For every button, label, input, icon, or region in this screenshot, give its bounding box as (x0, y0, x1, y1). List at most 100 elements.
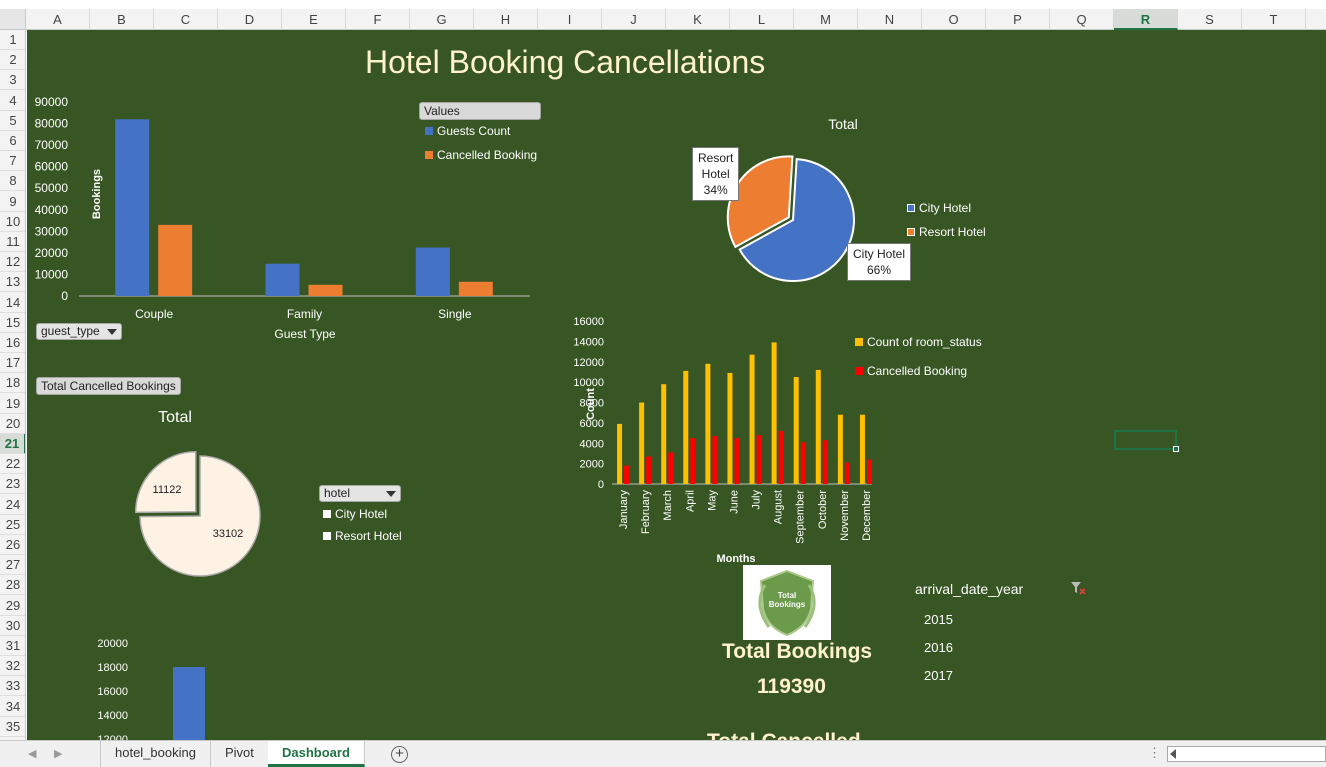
row-header-9[interactable]: 9 (0, 192, 25, 212)
bar-november-cancelled (844, 462, 850, 484)
column-header-e[interactable]: E (282, 9, 346, 30)
row-header-12[interactable]: 12 (0, 252, 25, 273)
column-header-h[interactable]: H (474, 9, 538, 30)
row-header-11[interactable]: 11 (0, 232, 25, 252)
column-header-t[interactable]: T (1242, 9, 1306, 30)
row-header-35[interactable]: 35 (0, 717, 25, 737)
row-header-25[interactable]: 25 (0, 515, 25, 535)
row-header-21[interactable]: 21 (0, 434, 25, 454)
column-header-n[interactable]: N (858, 9, 922, 30)
prev-sheet-arrow-icon[interactable]: ◀ (28, 748, 37, 760)
year-slicer-item-2015[interactable]: 2015 (924, 612, 953, 627)
row-header-15[interactable]: 15 (0, 313, 25, 333)
column-header-d[interactable]: D (218, 9, 282, 30)
cancelled-bookings-pie-chart[interactable]: Total 33102 11122 (97, 400, 337, 580)
column-header-j[interactable]: J (602, 9, 666, 30)
values-field-button[interactable]: Values (419, 102, 541, 120)
total-cancelled-bookings-button[interactable]: Total Cancelled Bookings (36, 377, 181, 395)
bar-february-count (639, 402, 645, 484)
x-tick-label: October (817, 490, 829, 529)
fill-handle[interactable] (1173, 446, 1179, 452)
row-header-26[interactable]: 26 (0, 535, 25, 555)
row-header-6[interactable]: 6 (0, 131, 25, 151)
x-tick-label: Single (438, 307, 472, 321)
horizontal-scrollbar[interactable] (1167, 746, 1326, 762)
row-header-18[interactable]: 18 (0, 373, 25, 394)
row-header-13[interactable]: 13 (0, 272, 25, 293)
select-all-corner[interactable] (0, 9, 26, 30)
row-header-24[interactable]: 24 (0, 495, 25, 515)
y-tick-label: 20000 (35, 246, 69, 260)
column-header-f[interactable]: F (346, 9, 410, 30)
row-header-28[interactable]: 28 (0, 575, 25, 596)
clear-filter-icon[interactable] (1069, 580, 1087, 596)
column-header-i[interactable]: I (538, 9, 602, 30)
row-header-16[interactable]: 16 (0, 333, 25, 353)
x-axis-title: Months (716, 553, 755, 565)
y-tick-label: 10000 (35, 267, 69, 281)
column-header-c[interactable]: C (154, 9, 218, 30)
column-header-p[interactable]: P (986, 9, 1050, 30)
year-slicer-item-2017[interactable]: 2017 (924, 668, 953, 683)
x-tick-label: June (728, 490, 740, 514)
next-sheet-arrow-icon[interactable]: ▶ (54, 748, 63, 760)
row-header-19[interactable]: 19 (0, 394, 25, 414)
column-header-l[interactable]: L (730, 9, 794, 30)
row-header-4[interactable]: 4 (0, 91, 25, 111)
column-header-k[interactable]: K (666, 9, 730, 30)
monthly-bookings-chart[interactable]: 0 2000 4000 6000 8000 10000 12000 14000 16000 Jan… (552, 310, 872, 570)
hotel-filter-item-city[interactable]: City Hotel (323, 507, 387, 521)
row-header-3[interactable]: 3 (0, 70, 25, 91)
row-header-14[interactable]: 14 (0, 293, 25, 313)
column-header-a[interactable]: A (26, 9, 90, 30)
row-header-1[interactable]: 1 (0, 30, 25, 50)
bar-family-cancelled (308, 284, 343, 296)
sheet-tab-bar: ◀ ▶ hotel_booking Pivot Dashboard + ⋮ (0, 740, 1326, 767)
row-header-20[interactable]: 20 (0, 414, 25, 434)
guest-type-chart[interactable]: 0 10000 20000 30000 40000 50000 60000 70000 8000… (27, 90, 547, 350)
add-sheet-icon[interactable]: + (391, 746, 408, 763)
row-header-27[interactable]: 27 (0, 555, 25, 576)
row-header-29[interactable]: 29 (0, 596, 25, 616)
column-header-s[interactable]: S (1178, 9, 1242, 30)
row-header-10[interactable]: 10 (0, 212, 25, 232)
hotel-filter-item-resort[interactable]: Resort Hotel (323, 529, 402, 543)
row-header-5[interactable]: 5 (0, 111, 25, 131)
sheet-tab-hotel-booking[interactable]: hotel_booking (100, 741, 211, 767)
column-header-g[interactable]: G (410, 9, 474, 30)
column-header-m[interactable]: M (794, 9, 858, 30)
row-header-2[interactable]: 2 (0, 50, 25, 71)
partial-bar-chart[interactable]: 20000 18000 16000 14000 12000 (67, 625, 267, 740)
scroll-left-arrow-icon[interactable] (1170, 749, 1176, 759)
row-header-30[interactable]: 30 (0, 616, 25, 636)
row-header-22[interactable]: 22 (0, 454, 25, 475)
column-header-r[interactable]: R (1114, 9, 1178, 30)
tab-splitter-icon[interactable]: ⋮ (1148, 745, 1161, 760)
row-header-8[interactable]: 8 (0, 171, 25, 192)
legend-guests-count: Guests Count (425, 124, 510, 138)
row-header-17[interactable]: 17 (0, 353, 25, 374)
row-header-34[interactable]: 34 (0, 697, 25, 717)
y-tick-label: 12000 (97, 734, 128, 740)
row-header-7[interactable]: 7 (0, 151, 25, 172)
y-tick-label: 14000 (97, 710, 128, 722)
bar-december-count (859, 414, 865, 484)
pie-slice-city-hotel (738, 158, 855, 282)
column-header-q[interactable]: Q (1050, 9, 1114, 30)
sheet-tab-pivot[interactable]: Pivot (211, 741, 269, 767)
column-header-o[interactable]: O (922, 9, 986, 30)
y-tick-label: 60000 (35, 160, 69, 174)
selected-cell[interactable] (1114, 430, 1177, 450)
row-header-32[interactable]: 32 (0, 656, 25, 677)
row-header-33[interactable]: 33 (0, 676, 25, 697)
row-header-31[interactable]: 31 (0, 636, 25, 656)
guest-type-filter-button[interactable]: guest_type (36, 323, 122, 340)
year-slicer-item-2016[interactable]: 2016 (924, 640, 953, 655)
sheet-tab-dashboard[interactable]: Dashboard (268, 741, 365, 767)
row-header-23[interactable]: 23 (0, 474, 25, 495)
hotel-filter-button[interactable]: hotel (319, 485, 401, 502)
pie-data-label: 11122 (153, 484, 182, 496)
column-header-b[interactable]: B (90, 9, 154, 30)
x-tick-label: January (618, 490, 630, 530)
y-tick-label: 8000 (580, 398, 604, 410)
